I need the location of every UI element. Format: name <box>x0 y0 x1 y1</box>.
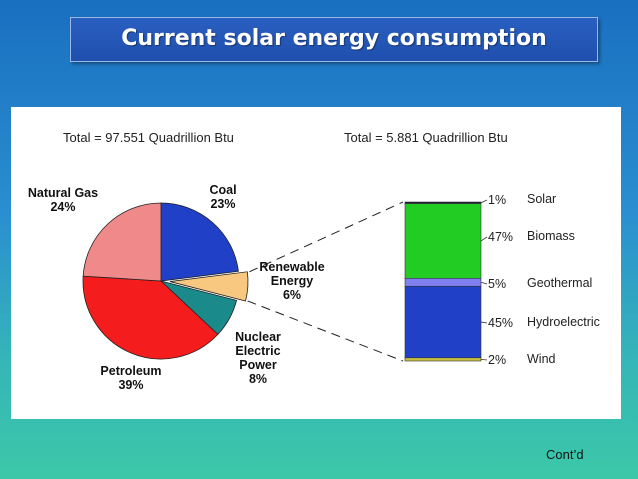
pie-label-coal: Coal 23% <box>209 183 236 211</box>
slide-title-box: Current solar energy consumption <box>70 17 598 62</box>
bar-segment-hydroelectric <box>404 285 482 359</box>
bar-leader-wind <box>480 359 488 361</box>
bar-name-wind: Wind <box>527 352 556 366</box>
bar-leader-biomass <box>480 236 488 242</box>
bar-segment-geothermal <box>404 278 482 287</box>
pie-slice-renewable <box>169 271 249 302</box>
bar-percent-wind: 2% <box>488 353 506 367</box>
connector-bottom <box>247 300 404 362</box>
bar-name-hydroelectric: Hydroelectric <box>527 315 600 329</box>
pie-label-natural-gas: Natural Gas 24% <box>28 186 98 214</box>
stacked-bar-title: Total = 5.881 Quadrillion Btu <box>344 130 508 145</box>
pie-slice-petroleum <box>82 275 219 360</box>
bar-name-solar: Solar <box>527 192 556 206</box>
bar-leader-hydroelectric <box>480 321 488 324</box>
pie-chart-title: Total = 97.551 Quadrillion Btu <box>63 130 234 145</box>
pie-slice-natural-gas <box>82 202 162 282</box>
energy-chart: Total = 97.551 Quadrillion Btu Total = 5… <box>28 130 600 392</box>
bar-percent-hydroelectric: 45% <box>488 316 513 330</box>
connector-top <box>249 201 404 273</box>
continued-note: Cont’d <box>546 447 584 462</box>
bar-leader-solar <box>480 199 488 204</box>
pie-label-renewable: Renewable Energy 6% <box>259 260 324 302</box>
bar-percent-solar: 1% <box>488 193 506 207</box>
bar-percent-biomass: 47% <box>488 230 513 244</box>
stacked-bar-chart: 1% Solar 47% Biomass 5% Geothermal 45% Hydroele… <box>404 192 600 367</box>
bar-name-geothermal: Geothermal <box>527 276 592 290</box>
pie-label-petroleum: Petroleum 39% <box>100 364 161 392</box>
pie-label-nuclear: Nuclear Electric Power 8% <box>235 330 281 386</box>
bar-leader-geothermal <box>480 281 488 285</box>
bar-segment-biomass <box>404 203 482 279</box>
figure-panel: Total = 97.551 Quadrillion Btu Total = 5… <box>11 107 621 419</box>
bar-name-biomass: Biomass <box>527 229 575 243</box>
pie-slice-coal <box>160 202 239 282</box>
pie-chart: Coal 23% Renewable Energy 6% Nuclear Electric P… <box>28 183 404 392</box>
bar-segment-wind <box>404 357 482 362</box>
bar-percent-geothermal: 5% <box>488 277 506 291</box>
slide-title: Current solar energy consumption <box>121 26 547 51</box>
